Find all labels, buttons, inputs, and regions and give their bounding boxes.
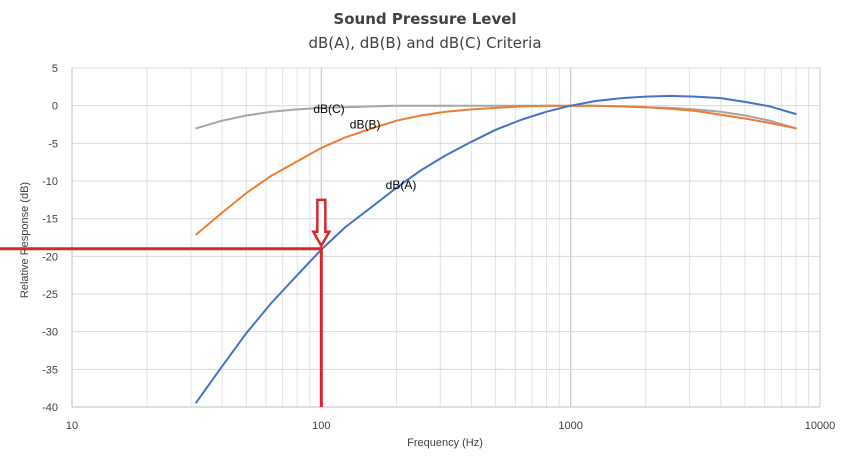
chart-title: Sound Pressure Level [333,10,516,28]
y-tick-label: -30 [42,327,58,339]
series-group [195,94,797,404]
x-axis-label: Frequency (Hz) [407,437,483,449]
series-label-db-c: dB(C) [313,102,344,116]
series-line-db-b [195,104,797,236]
annotations: dB(C) dB(B) dB(A) [0,102,416,407]
y-tick-label: -35 [42,364,58,376]
y-axis-ticks: 5 0 -5 -10 -15 -20 -25 -30 -35 -40 [42,63,58,414]
x-tick-label: 10 [66,420,78,432]
down-arrow-icon [311,198,332,249]
x-tick-label: 1000 [558,420,582,432]
x-tick-label: 10000 [805,420,836,432]
y-axis-label: Relative Response (dB) [19,182,31,298]
y-tick-label: 0 [52,101,58,113]
series-line-db-a [195,94,797,404]
chart-subtitle: dB(A), dB(B) and dB(C) Criteria [308,34,541,52]
y-tick-label: -5 [48,138,58,150]
y-tick-label: -10 [42,176,58,188]
series-label-db-a: dB(A) [386,178,417,192]
series-line-db-c [195,104,797,130]
y-tick-label: -25 [42,289,58,301]
grid [71,67,821,408]
series-label-db-b: dB(B) [350,118,381,132]
y-tick-label: -15 [42,214,58,226]
y-tick-label: -40 [42,402,58,414]
x-tick-label: 100 [312,420,330,432]
x-axis-ticks: 10 100 1000 10000 [66,420,835,432]
y-tick-label: 5 [52,63,58,75]
y-tick-label: -20 [42,251,58,263]
